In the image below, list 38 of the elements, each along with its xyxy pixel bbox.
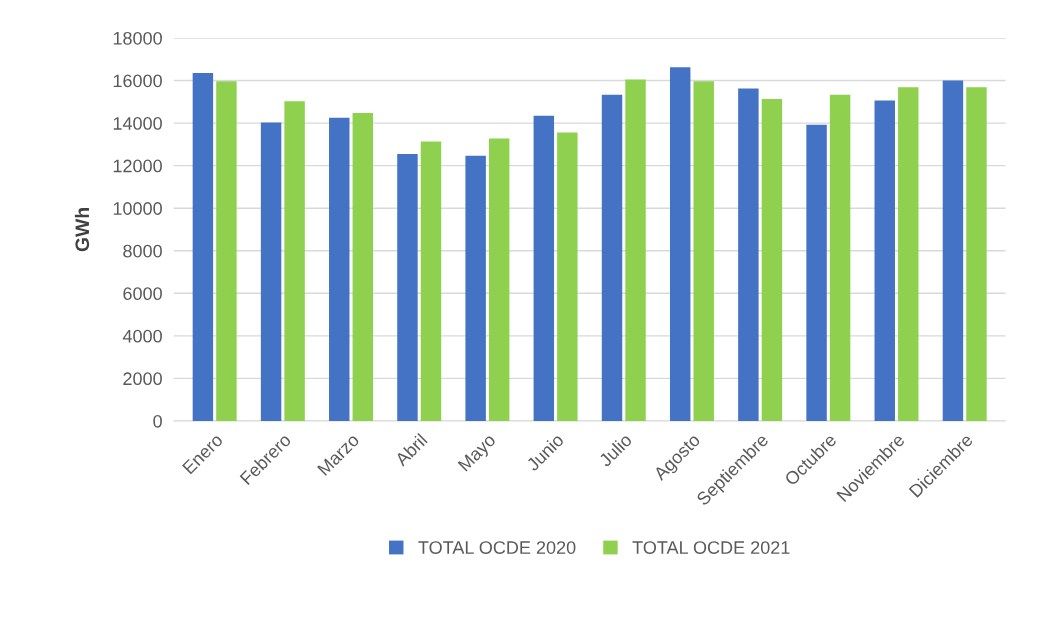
- y-tick-label: 4000: [122, 329, 162, 343]
- y-tick-label: 14000: [113, 117, 162, 130]
- y-tick-label: 16000: [113, 74, 162, 88]
- y-tick-label: 6000: [123, 287, 162, 301]
- bar: [738, 88, 759, 421]
- bar: [192, 73, 214, 421]
- x-tick-label: Julio: [597, 432, 633, 468]
- y-tick-label: 0: [153, 414, 162, 428]
- bar: [693, 81, 714, 421]
- bar: [488, 138, 510, 421]
- bar: [216, 81, 237, 421]
- bar: [829, 94, 851, 421]
- bar: [966, 87, 987, 421]
- y-tick-label: 2000: [123, 372, 162, 386]
- bar: [874, 100, 895, 421]
- y-tick-label: 18000: [113, 31, 162, 45]
- y-tick-label: 8000: [123, 244, 162, 258]
- bar: [669, 67, 691, 421]
- bar: [898, 87, 919, 421]
- bar: [352, 113, 374, 421]
- bar: [465, 155, 486, 421]
- y-tick-label: 12000: [113, 159, 162, 173]
- bar: [601, 94, 623, 421]
- bar: [533, 115, 555, 421]
- bar: [625, 79, 646, 421]
- legend-label: TOTAL OCDE 2021: [632, 541, 790, 554]
- bar: [260, 122, 282, 421]
- bar: [420, 141, 442, 421]
- y-tick-label: 10000: [113, 202, 162, 215]
- bar: [806, 124, 827, 421]
- bar: [284, 101, 305, 421]
- legend-label: TOTAL OCDE 2020: [418, 541, 576, 554]
- y-axis-title: GWh: [74, 207, 90, 252]
- bar: [942, 80, 964, 421]
- bar: [397, 153, 418, 421]
- bar: [557, 132, 578, 421]
- bar: [329, 117, 350, 421]
- bar: [761, 99, 783, 421]
